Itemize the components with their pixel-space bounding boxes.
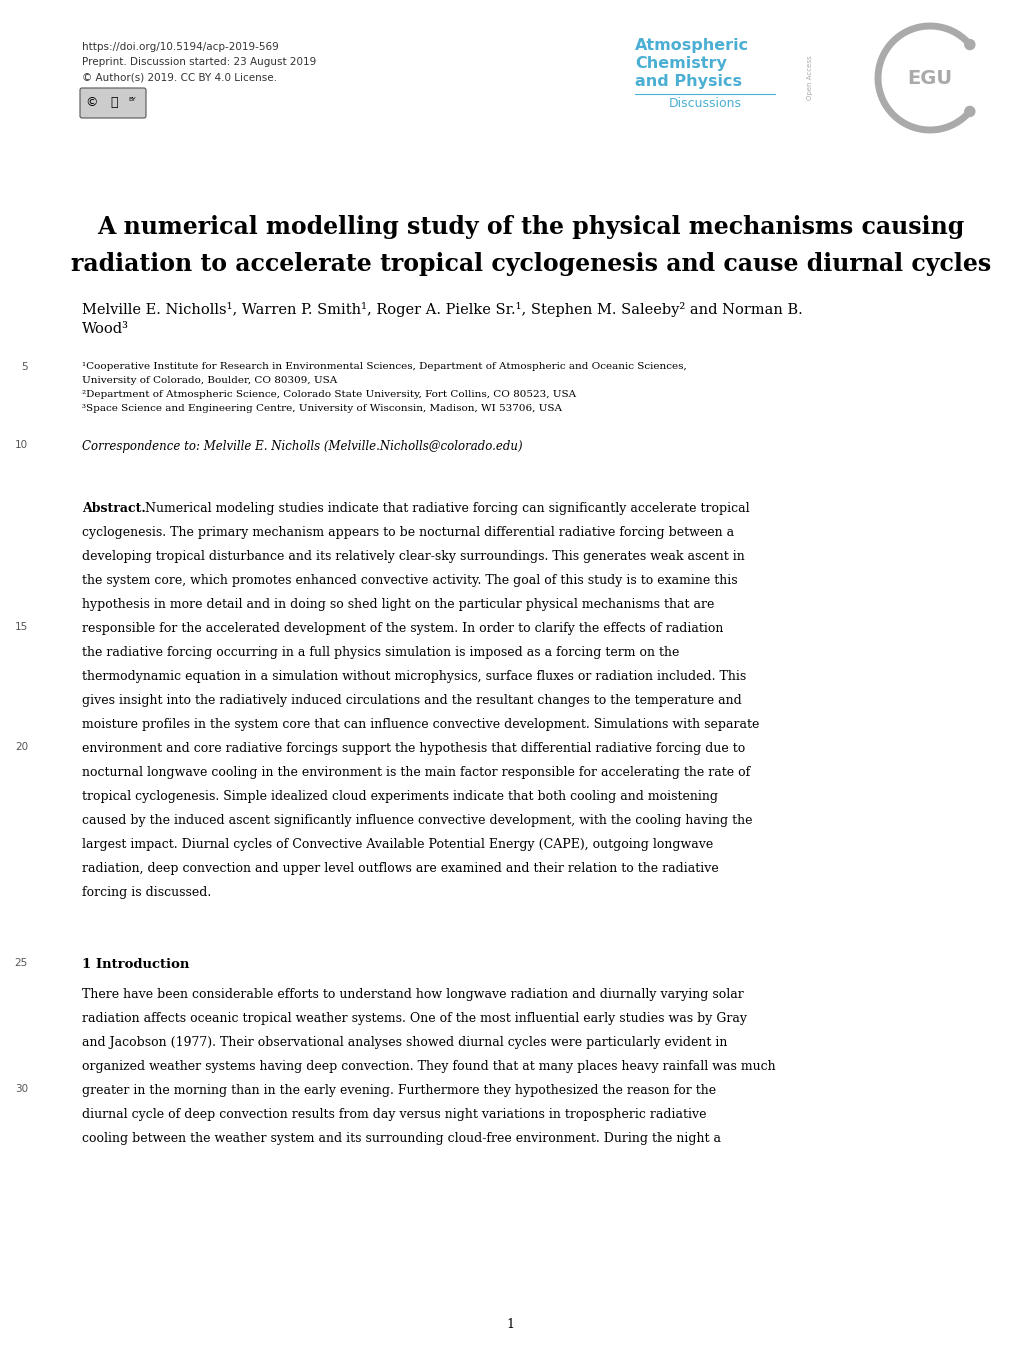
Text: thermodynamic equation in a simulation without microphysics, surface fluxes or r: thermodynamic equation in a simulation w… [82,670,746,683]
Text: tropical cyclogenesis. Simple idealized cloud experiments indicate that both coo: tropical cyclogenesis. Simple idealized … [82,790,717,803]
Text: https://doi.org/10.5194/acp-2019-569: https://doi.org/10.5194/acp-2019-569 [82,42,278,52]
Text: 1: 1 [505,1318,514,1332]
Text: hypothesis in more detail and in doing so shed light on the particular physical : hypothesis in more detail and in doing s… [82,599,713,611]
Text: radiation to accelerate tropical cyclogenesis and cause diurnal cycles: radiation to accelerate tropical cycloge… [70,252,990,276]
Text: cooling between the weather system and its surrounding cloud-free environment. D: cooling between the weather system and i… [82,1132,720,1145]
Text: A numerical modelling study of the physical mechanisms causing: A numerical modelling study of the physi… [97,215,964,239]
Text: Correspondence to: Melville E. Nicholls (Melville.Nicholls@colorado.edu): Correspondence to: Melville E. Nicholls … [82,440,522,453]
Text: Abstract.: Abstract. [82,502,146,515]
Text: 20: 20 [15,742,28,752]
Text: Wood³: Wood³ [82,321,128,336]
Text: Discussions: Discussions [667,97,741,110]
Text: EGU: EGU [907,69,952,87]
Text: 5: 5 [21,362,28,373]
Text: greater in the morning than in the early evening. Furthermore they hypothesized : greater in the morning than in the early… [82,1084,715,1098]
Text: forcing is discussed.: forcing is discussed. [82,886,211,898]
Text: nocturnal longwave cooling in the environment is the main factor responsible for: nocturnal longwave cooling in the enviro… [82,767,750,779]
Text: the radiative forcing occurring in a full physics simulation is imposed as a for: the radiative forcing occurring in a ful… [82,646,679,659]
Text: There have been considerable efforts to understand how longwave radiation and di: There have been considerable efforts to … [82,989,743,1001]
Circle shape [964,39,974,50]
Text: © Author(s) 2019. CC BY 4.0 License.: © Author(s) 2019. CC BY 4.0 License. [82,73,277,82]
Text: ©: © [86,97,98,109]
Text: ⓘ: ⓘ [110,97,117,109]
Text: and Jacobson (1977). Their observational analyses showed diurnal cycles were par: and Jacobson (1977). Their observational… [82,1036,727,1049]
Text: radiation affects oceanic tropical weather systems. One of the most influential : radiation affects oceanic tropical weath… [82,1011,746,1025]
Text: moisture profiles in the system core that can influence convective development. : moisture profiles in the system core tha… [82,718,758,730]
Text: 30: 30 [15,1084,28,1093]
Text: 15: 15 [14,621,28,632]
Text: ¹Cooperative Institute for Research in Environmental Sciences, Department of Atm: ¹Cooperative Institute for Research in E… [82,362,686,371]
Text: 25: 25 [14,958,28,968]
Text: caused by the induced ascent significantly influence convective development, wit: caused by the induced ascent significant… [82,814,752,827]
Text: gives insight into the radiatively induced circulations and the resultant change: gives insight into the radiatively induc… [82,694,741,707]
Text: Melville E. Nicholls¹, Warren P. Smith¹, Roger A. Pielke Sr.¹, Stephen M. Saleeb: Melville E. Nicholls¹, Warren P. Smith¹,… [82,303,802,317]
Text: and Physics: and Physics [635,74,741,89]
Text: 1 Introduction: 1 Introduction [82,958,190,971]
FancyBboxPatch shape [79,87,146,118]
Text: responsible for the accelerated development of the system. In order to clarify t: responsible for the accelerated developm… [82,621,722,635]
Text: Numerical modeling studies indicate that radiative forcing can significantly acc: Numerical modeling studies indicate that… [145,502,749,515]
Text: Open Access: Open Access [806,55,812,101]
Text: 10: 10 [15,440,28,451]
Text: Preprint. Discussion started: 23 August 2019: Preprint. Discussion started: 23 August … [82,56,316,67]
Text: largest impact. Diurnal cycles of Convective Available Potential Energy (CAPE), : largest impact. Diurnal cycles of Convec… [82,838,712,851]
Circle shape [964,106,974,117]
Text: environment and core radiative forcings support the hypothesis that differential: environment and core radiative forcings … [82,742,745,755]
Text: organized weather systems having deep convection. They found that at many places: organized weather systems having deep co… [82,1060,774,1073]
Text: Chemistry: Chemistry [635,56,727,71]
Text: the system core, which promotes enhanced convective activity. The goal of this s: the system core, which promotes enhanced… [82,574,737,586]
Text: diurnal cycle of deep convection results from day versus night variations in tro: diurnal cycle of deep convection results… [82,1108,706,1120]
Text: developing tropical disturbance and its relatively clear-sky surroundings. This : developing tropical disturbance and its … [82,550,744,564]
Text: ²Department of Atmospheric Science, Colorado State University, Fort Collins, CO : ²Department of Atmospheric Science, Colo… [82,390,576,399]
Text: ³Space Science and Engineering Centre, University of Wisconsin, Madison, WI 5370: ³Space Science and Engineering Centre, U… [82,404,561,413]
Text: cyclogenesis. The primary mechanism appears to be nocturnal differential radiati: cyclogenesis. The primary mechanism appe… [82,526,734,539]
Text: University of Colorado, Boulder, CO 80309, USA: University of Colorado, Boulder, CO 8030… [82,377,337,385]
Text: radiation, deep convection and upper level outflows are examined and their relat: radiation, deep convection and upper lev… [82,862,718,876]
Text: Atmospheric: Atmospheric [635,38,748,52]
Text: BY: BY [128,97,136,102]
